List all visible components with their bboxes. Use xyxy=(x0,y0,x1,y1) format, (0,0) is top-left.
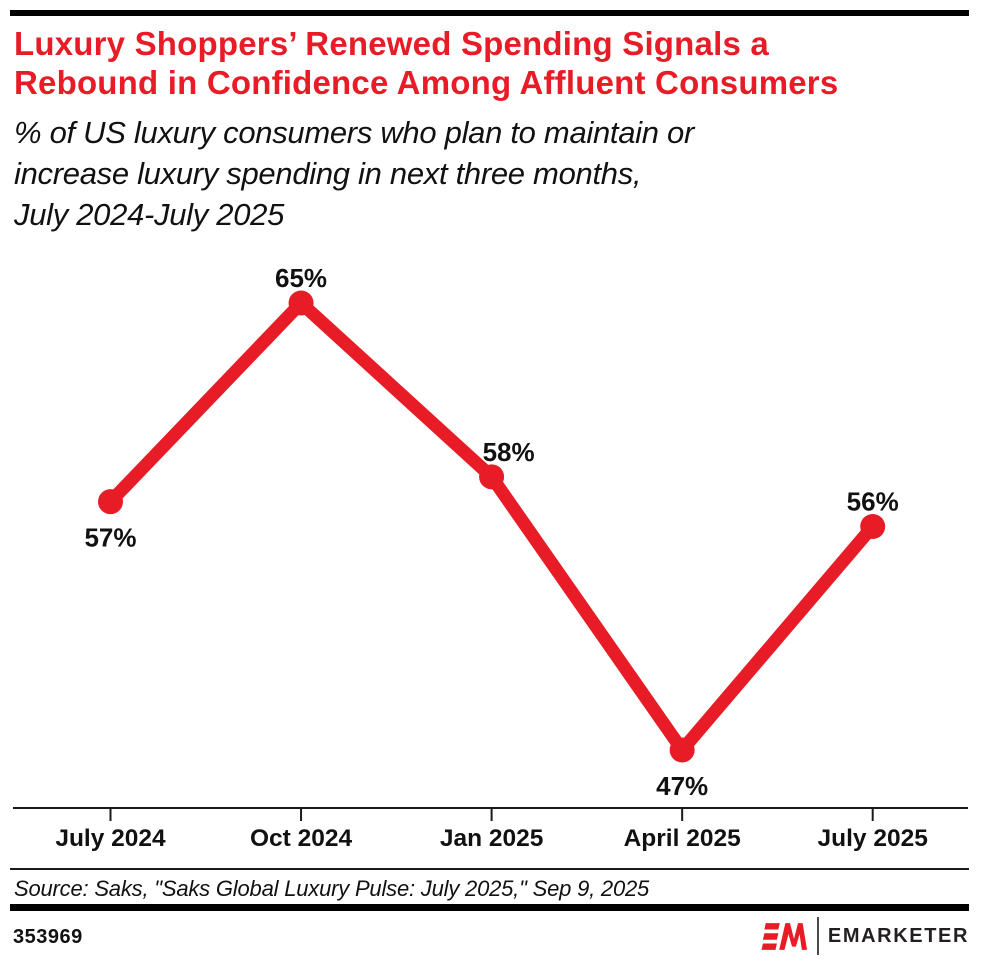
bottom-accent-bar xyxy=(10,904,969,911)
source-note: Source: Saks, "Saks Global Luxury Pulse:… xyxy=(14,876,650,901)
value-label: 58% xyxy=(483,437,535,467)
em-monogram-icon xyxy=(761,922,807,950)
x-axis-label: July 2024 xyxy=(55,825,166,852)
chart-subtitle: % of US luxury consumers who plan to mai… xyxy=(14,115,694,232)
trend-line xyxy=(104,296,880,757)
value-label: 56% xyxy=(847,486,899,516)
chart-title: Luxury Shoppers’ Renewed Spending Signal… xyxy=(14,25,839,101)
x-axis-label: April 2025 xyxy=(624,825,741,852)
line-chart: July 2024 Oct 2024 Jan 2025 April 2025 July … xyxy=(13,263,968,852)
value-label: 47% xyxy=(656,771,708,801)
source-divider-line xyxy=(10,868,969,870)
x-axis-label: July 2025 xyxy=(818,825,928,852)
x-axis-label: Jan 2025 xyxy=(440,825,544,852)
emarketer-logo: EMARKETER xyxy=(761,916,969,956)
data-point xyxy=(98,489,123,515)
logo-divider xyxy=(816,917,819,955)
data-point xyxy=(669,737,695,763)
value-label: 57% xyxy=(84,523,136,553)
top-accent-bar xyxy=(10,10,969,16)
value-label: 65% xyxy=(275,263,327,293)
brand-name: EMARKETER xyxy=(827,924,969,947)
data-point xyxy=(479,464,505,490)
chart-id: 353969 xyxy=(13,926,83,948)
x-axis-label: Oct 2024 xyxy=(250,825,353,852)
data-point xyxy=(288,290,314,316)
data-point xyxy=(860,513,886,539)
